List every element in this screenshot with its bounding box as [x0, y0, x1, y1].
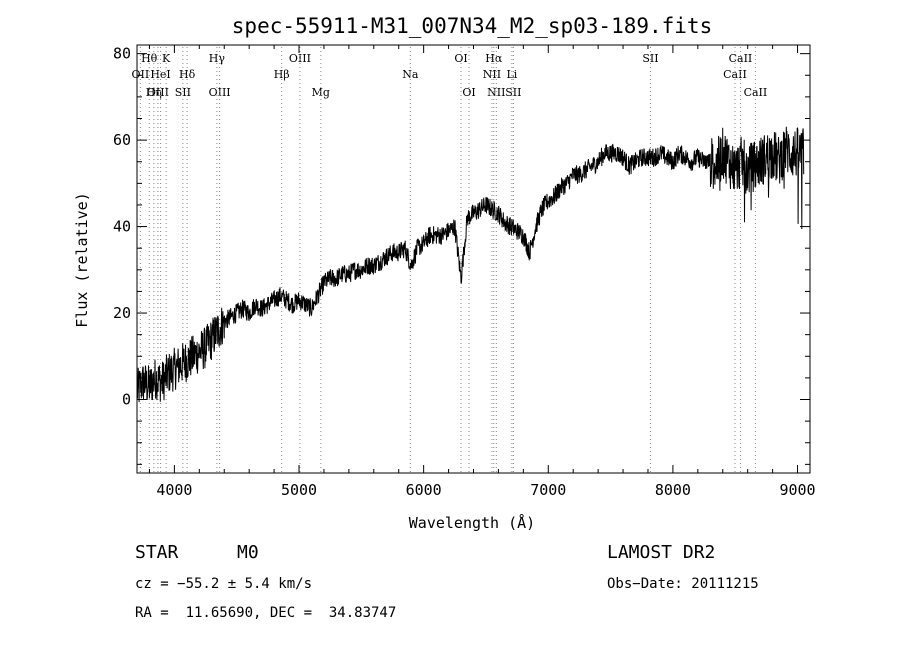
spectral-line-label: OIII: [289, 52, 311, 65]
observation-date: Obs−Date: 20111215: [607, 576, 759, 592]
object-subclass: M0: [237, 542, 259, 563]
x-tick-label: 4000: [156, 481, 192, 499]
survey-name: LAMOST DR2: [607, 542, 716, 563]
spectrum-line: [136, 126, 805, 403]
y-tick-label: 20: [113, 304, 131, 322]
spectral-line-markers: [139, 47, 756, 473]
axis-ticks: 4000 5000 6000 7000 8000 9000 0 20 40 60 80: [113, 45, 816, 499]
spectral-line-label: Hγ: [209, 52, 226, 65]
spectral-line-label: SII: [642, 52, 658, 65]
x-tick-label: 5000: [281, 481, 317, 499]
spectral-line-label: Li: [506, 68, 517, 81]
x-tick-label: 6000: [406, 481, 442, 499]
x-tick-label: 7000: [530, 481, 566, 499]
y-axis-label: Flux (relative): [73, 192, 91, 327]
spectral-line-label: OIII: [209, 86, 231, 99]
y-tick-label: 40: [113, 218, 131, 236]
x-tick-label: 8000: [655, 481, 691, 499]
spectral-line-label: K: [162, 52, 171, 65]
y-tick-label: 0: [122, 391, 131, 409]
coordinates-readout: RA = 11.65690, DEC = 34.83747: [135, 605, 397, 621]
spectral-line-label: OI: [462, 86, 475, 99]
chart-title: spec-55911-M31_007N34_M2_sp03-189.fits: [232, 14, 712, 38]
plot-frame: [136, 44, 811, 474]
y-tick-label: 60: [113, 131, 131, 149]
redshift-readout: cz = −55.2 ± 5.4 km/s: [135, 576, 313, 592]
object-class: STAR: [135, 542, 179, 563]
spectral-line-label: Hβ: [274, 68, 290, 81]
spectral-line-label: OII: [132, 68, 150, 81]
spectral-line-label: OI: [454, 52, 467, 65]
spectral-line-label: Mg: [312, 86, 330, 99]
y-tick-label: 80: [113, 45, 131, 63]
spectrum-series: [136, 126, 805, 403]
spectral-line-label: OIII: [147, 86, 169, 99]
spectral-line-label: SII: [505, 86, 521, 99]
x-tick-label: 9000: [779, 481, 815, 499]
spectral-line-label: CaII: [744, 86, 768, 99]
spectral-line-label: Na: [402, 68, 419, 81]
spectral-line-label: Hα: [485, 52, 503, 65]
x-axis-label: Wavelength (Å): [409, 513, 535, 532]
